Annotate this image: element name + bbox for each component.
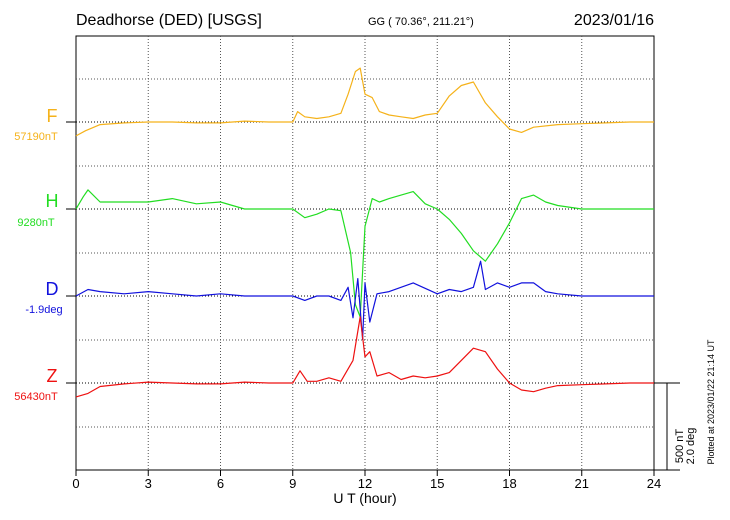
series-group bbox=[75, 67, 654, 398]
series-name-D: D bbox=[46, 279, 59, 299]
series-line-Z bbox=[75, 316, 654, 398]
x-tick-label: 0 bbox=[72, 476, 79, 491]
x-tick-label: 18 bbox=[502, 476, 516, 491]
series-line-H bbox=[75, 189, 654, 318]
plotted-at-note: Plotted at 2023/01/22 21:14 UT bbox=[706, 339, 716, 465]
scale-deg-label: 2.0 deg bbox=[685, 428, 697, 465]
x-tick-label: 12 bbox=[358, 476, 372, 491]
baseline-label-H: 9280nT bbox=[17, 217, 55, 229]
scale-bar bbox=[654, 382, 680, 471]
x-axis-label: U T (hour) bbox=[333, 490, 396, 506]
x-tick-label: 24 bbox=[647, 476, 661, 491]
baseline-label-Z: 56430nT bbox=[14, 391, 58, 403]
scale-nt-label: 500 nT bbox=[674, 429, 686, 464]
x-tick-label: 9 bbox=[289, 476, 296, 491]
series-name-F: F bbox=[47, 106, 58, 126]
series-name-Z: Z bbox=[47, 366, 58, 386]
station-title: Deadhorse (DED) [USGS] bbox=[76, 12, 262, 29]
x-tick-label: 15 bbox=[430, 476, 444, 491]
date-label: 2023/01/16 bbox=[574, 12, 654, 29]
series-name-H: H bbox=[46, 191, 59, 211]
x-tick-label: 21 bbox=[575, 476, 589, 491]
x-axis: 0 3 6 9 12 15 18 21 24 bbox=[72, 470, 661, 491]
baseline-label-F: 57190nT bbox=[14, 131, 58, 143]
x-tick-label: 3 bbox=[145, 476, 152, 491]
series-line-F bbox=[75, 67, 654, 137]
coords-label: GG ( 70.36°, 211.21°) bbox=[368, 16, 474, 28]
baseline-label-D: -1.9deg bbox=[25, 304, 62, 316]
x-tick-label: 6 bbox=[217, 476, 224, 491]
series-line-D bbox=[75, 260, 654, 341]
grid bbox=[76, 36, 654, 470]
